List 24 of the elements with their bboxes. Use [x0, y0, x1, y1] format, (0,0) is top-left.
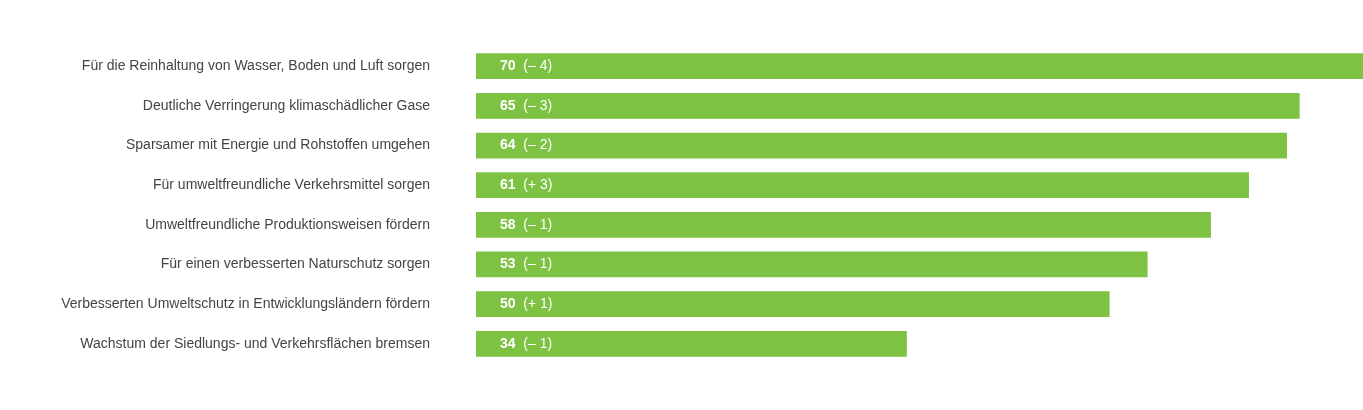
- y-tick-label: Wachstum der Siedlungs- und Verkehrsflächen bremsen: [80, 334, 430, 351]
- y-tick-label: Für die Reinhaltung von Wasser, Boden und Luft sorgen: [81, 57, 430, 74]
- data-label: 61 (+ 3): [500, 176, 553, 193]
- data-label: 50 (+ 1): [500, 294, 553, 311]
- bar: [476, 251, 1148, 278]
- data-label: 70 (– 4): [500, 57, 553, 74]
- bar: [476, 92, 1300, 119]
- y-tick-label: Verbesserten Umweltschutz in Entwicklungsländern fördern: [61, 294, 430, 311]
- y-tick-label: Sparsamer mit Energie und Rohstoffen umgehen: [125, 136, 430, 153]
- bar: [476, 172, 1249, 199]
- bar: [476, 291, 1110, 318]
- bar: [476, 330, 907, 357]
- y-tick-label: Umweltfreundliche Produktionsweisen fördern: [145, 215, 430, 232]
- y-tick-label: Deutliche Verringerung klimaschädlicher Gase: [142, 96, 431, 113]
- data-label: 65 (– 3): [500, 96, 553, 113]
- y-tick-label: Für einen verbesserten Naturschutz sorgen: [160, 255, 430, 272]
- data-label: 58 (– 1): [500, 215, 553, 232]
- bar: [476, 132, 1287, 159]
- data-label: 64 (– 2): [500, 136, 553, 153]
- bar: [476, 211, 1211, 238]
- y-tick-label: Für umweltfreundliche Verkehrsmittel sorgen: [152, 176, 430, 193]
- bar: [476, 53, 1363, 80]
- data-label: 53 (– 1): [500, 255, 553, 272]
- data-label: 34 (– 1): [500, 334, 553, 351]
